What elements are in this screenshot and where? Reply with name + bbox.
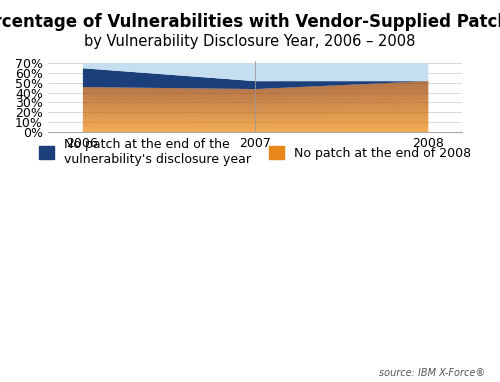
Text: Percentage of Vulnerabilities with Vendor-Supplied Patches: Percentage of Vulnerabilities with Vendo… (0, 13, 500, 31)
Text: by Vulnerability Disclosure Year, 2006 – 2008: by Vulnerability Disclosure Year, 2006 –… (84, 34, 415, 49)
Text: source: IBM X-Force®: source: IBM X-Force® (379, 368, 485, 378)
Legend: No patch at the end of the
vulnerability's disclosure year, No patch at the end : No patch at the end of the vulnerability… (38, 138, 472, 166)
